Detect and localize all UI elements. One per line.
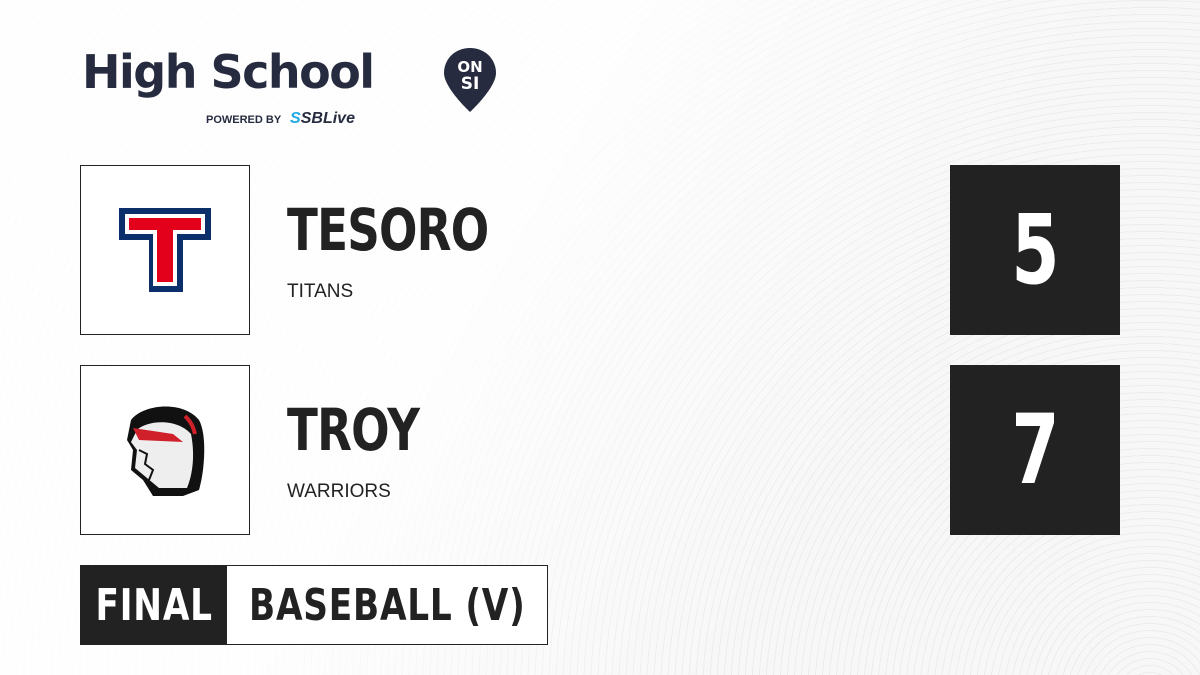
team-score: 7 [950,365,1120,535]
team-name: TESORO [287,196,489,264]
team-name: TROY [287,396,420,464]
team-mascot: TITANS [287,281,354,302]
powered-by: POWERED BY SSBLive [206,110,355,128]
game-status-bar: FINAL BASEBALL (V) [80,565,548,645]
sport-label: BASEBALL (V) [227,566,547,644]
high-school-on-si-logo: High School ON SI POWERED BY SSBLive [82,44,496,127]
sblive-logo: SSBLive [290,110,355,127]
final-badge: FINAL [81,566,227,644]
svg-text:SI: SI [461,74,480,94]
team-logo-troy [80,365,250,535]
on-si-pin-icon: ON SI [444,48,496,112]
team-score: 5 [950,165,1120,335]
team-mascot: WARRIORS [287,481,391,502]
team-logo-tesoro [80,165,250,335]
powered-by-label: POWERED BY [206,114,281,126]
letter-t-logo-icon [119,208,211,292]
svg-text:ON: ON [457,58,482,76]
warrior-helmet-logo-icon [127,406,205,496]
brand-title: High School [82,45,375,99]
